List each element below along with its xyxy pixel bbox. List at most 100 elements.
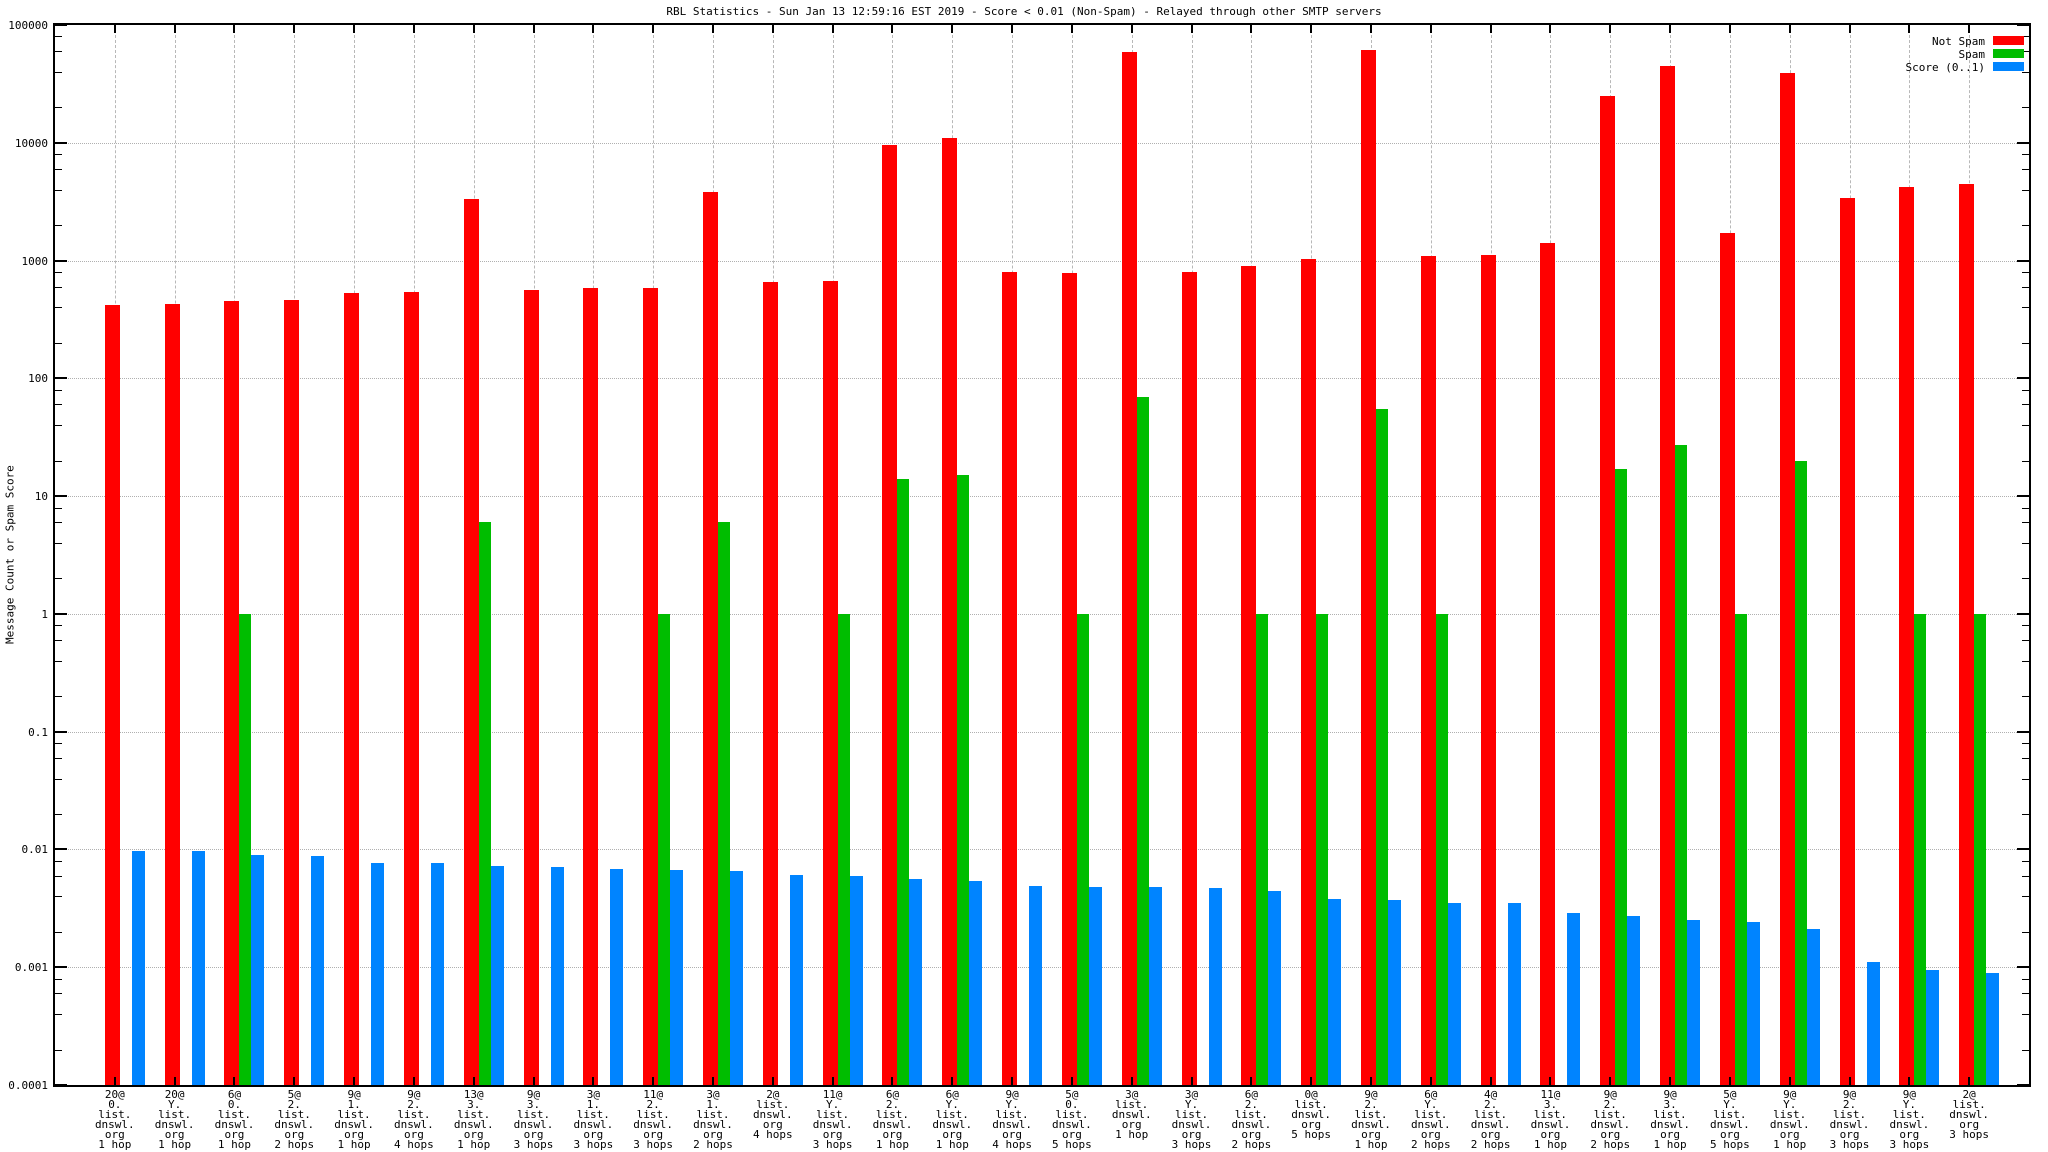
- legend-item-spam: Spam: [0, 49, 2048, 60]
- x-tick-label-line: 1.: [586, 1098, 600, 1111]
- y-tic-minor-left: [55, 225, 62, 227]
- y-tick-label: 0.001: [14, 961, 48, 975]
- bar-score: [1866, 962, 1880, 1085]
- bar-spam: [1794, 460, 1807, 1085]
- x-tick-label-line: dnswl.: [932, 1118, 973, 1131]
- x-tick-label: 9@ Y. list. dnswl. org 4 hops: [977, 1088, 1047, 1150]
- bar-score: [311, 855, 325, 1085]
- y-tic-minor-right: [2022, 342, 2029, 344]
- x-tic-top: [891, 25, 894, 33]
- x-tick-label: 5@ 2. list. dnswl. org 2 hops: [259, 1089, 329, 1150]
- bar-spam: [1675, 445, 1688, 1085]
- y-tic-minor-right: [2022, 307, 2029, 309]
- x-tick-label-line: 6@: [1244, 1088, 1258, 1101]
- x-tick-label-line: org: [1420, 1128, 1441, 1141]
- y-tic-minor-right: [2022, 931, 2029, 933]
- bar-score: [1926, 969, 1940, 1085]
- x-tic-top: [1848, 25, 1851, 33]
- y-tic-minor-right: [2022, 271, 2029, 273]
- x-tic-top: [1968, 25, 1971, 33]
- x-tick-label-line: list.: [98, 1108, 132, 1121]
- x-tick-label-line: list.: [696, 1108, 730, 1121]
- x-tick-label-line: org: [1361, 1128, 1381, 1141]
- bar-spam: [718, 522, 730, 1085]
- y-tic-minor-right: [2022, 107, 2029, 109]
- x-tick-label-line: 9@: [1005, 1088, 1019, 1101]
- x-tick-label-line: org: [1480, 1128, 1501, 1141]
- bar-score: [1328, 898, 1342, 1085]
- x-tick-label-line: 2@: [766, 1088, 780, 1101]
- x-tick-label-line: dnswl.: [1889, 1118, 1930, 1131]
- x-tick-label-line: 1 hop: [1653, 1138, 1687, 1151]
- bar-spam: [1914, 613, 1927, 1085]
- x-tick-label-line: 2 hops: [1590, 1138, 1631, 1151]
- x-tic-top: [1429, 25, 1432, 33]
- x-tick-label-line: dnswl.: [274, 1118, 315, 1131]
- bar-not-spam: [1719, 233, 1735, 1085]
- x-tic-top: [472, 25, 475, 33]
- bar-not-spam: [1121, 51, 1137, 1085]
- x-tick-label-line: dnswl.: [1650, 1118, 1690, 1131]
- x-tick-label-line: Y.: [1424, 1098, 1438, 1111]
- x-tick-label: 6@ Y. list. dnswl. org 1 hop: [917, 1089, 987, 1150]
- bar-not-spam: [284, 299, 300, 1085]
- x-tick-label-line: 9@: [407, 1088, 421, 1101]
- x-tick-label-line: list.: [816, 1108, 850, 1121]
- x-tick-label-line: org: [1600, 1128, 1621, 1141]
- y-tic-major-left: [55, 259, 67, 262]
- y-tic-minor-left: [55, 743, 62, 745]
- y-tic-major-left: [55, 966, 67, 969]
- bar-spam: [957, 475, 970, 1085]
- grid-line-horizontal: [55, 496, 2029, 498]
- bar-score: [1567, 912, 1581, 1085]
- x-tick-label: 5@ 0. list. dnswl. org 5 hops: [1037, 1089, 1107, 1150]
- x-tic-top: [1788, 25, 1791, 33]
- x-tick-label-line: 3.: [467, 1098, 481, 1111]
- x-tic-bottom: [831, 1077, 834, 1085]
- x-tick-label-line: list.: [1174, 1108, 1209, 1121]
- y-tic-major-right: [2017, 377, 2029, 380]
- y-tic-major-left: [55, 495, 67, 498]
- x-tic-bottom: [1190, 1077, 1193, 1085]
- y-tic-minor-right: [2022, 778, 2029, 780]
- bar-spam: [239, 613, 252, 1085]
- x-tick-label-line: dnswl.: [1769, 1118, 1810, 1131]
- y-tic-minor-left: [55, 978, 62, 980]
- bar-spam: [1136, 396, 1149, 1085]
- x-tick-label: 6@ 0. list. dnswl. org 1 hop: [199, 1089, 269, 1150]
- x-tick-label-line: Y.: [1902, 1098, 1916, 1111]
- x-tick-label-line: list.: [158, 1108, 192, 1121]
- x-tick-label-line: 9@: [1603, 1088, 1617, 1101]
- bar-score: [1687, 920, 1701, 1085]
- x-tick-label-line: 20@: [104, 1088, 125, 1101]
- x-tic-bottom: [1549, 1077, 1552, 1085]
- x-tic-top: [1728, 25, 1731, 33]
- grid-line-horizontal: [55, 849, 2029, 851]
- x-tick-label-line: dnswl.: [992, 1118, 1032, 1131]
- y-tic-minor-left: [55, 71, 62, 73]
- x-tick-label-line: 1 hop: [1533, 1138, 1568, 1151]
- x-tic-bottom: [353, 1077, 356, 1085]
- x-tick-label-line: org: [1241, 1128, 1262, 1141]
- x-tic-bottom: [712, 1077, 714, 1085]
- bar-not-spam: [164, 303, 180, 1085]
- x-tick-label-line: dnswl.: [94, 1118, 135, 1131]
- legend-item-not-spam: Not Spam: [0, 36, 2048, 47]
- bar-not-spam: [463, 199, 479, 1085]
- x-tick-label: 3@ 1. list. dnswl. org 3 hops: [558, 1089, 628, 1150]
- y-tic-major-right: [2017, 141, 2029, 144]
- x-tic-bottom: [1130, 1077, 1133, 1085]
- y-tic-minor-right: [2022, 286, 2029, 288]
- y-tic-minor-right: [2022, 404, 2029, 406]
- x-tick-label-line: 3 hops: [1949, 1128, 1990, 1141]
- y-axis-title: Message Count or Spam Score: [3, 465, 17, 645]
- y-tic-major-right: [2017, 24, 2029, 26]
- x-tick-label-line: list.: [397, 1108, 431, 1121]
- y-tick-label: 10: [34, 490, 48, 504]
- y-tic-minor-right: [2022, 154, 2029, 156]
- x-tick-label-line: org: [224, 1128, 245, 1141]
- x-tick-label-line: 2.: [1364, 1098, 1378, 1111]
- grid-line-horizontal: [55, 613, 2029, 615]
- x-tic-bottom: [1609, 1077, 1612, 1085]
